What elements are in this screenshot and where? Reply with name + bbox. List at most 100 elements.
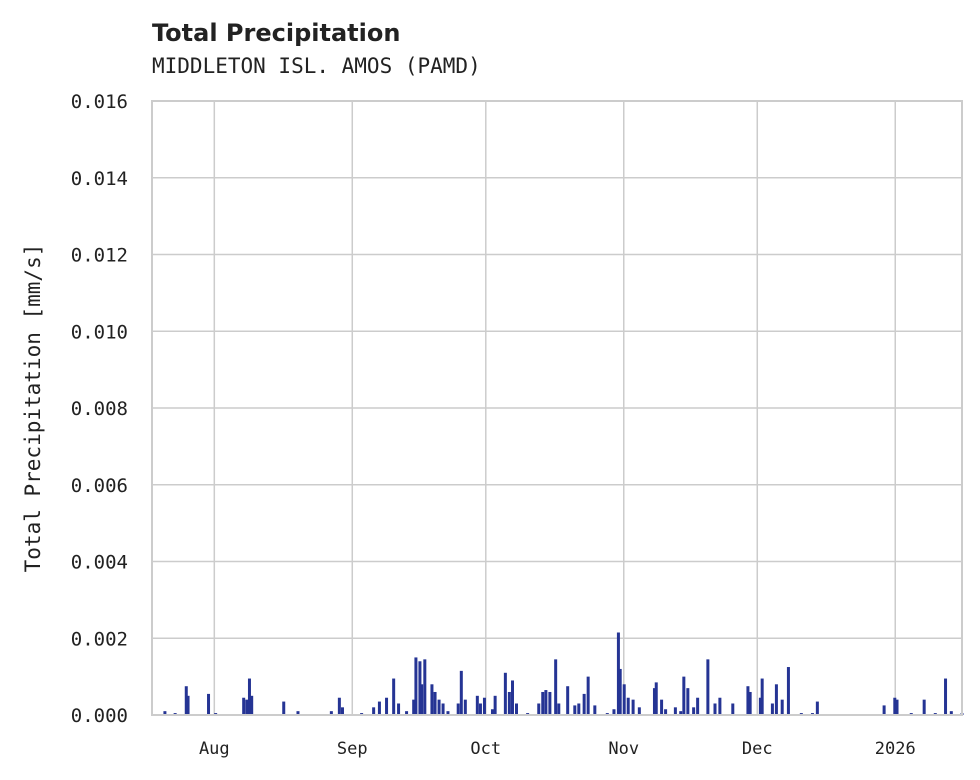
y-tick-label: 0.000 <box>71 705 128 727</box>
precip-bar <box>490 709 494 715</box>
y-tick-label: 0.008 <box>71 398 128 420</box>
precip-bar <box>577 703 581 715</box>
precip-bar <box>786 667 790 715</box>
precip-bar <box>774 684 778 715</box>
precip-bar <box>392 678 396 715</box>
precip-bar <box>631 699 635 715</box>
precip-bar <box>250 695 254 715</box>
precip-bar <box>405 711 409 715</box>
y-tick-label: 0.006 <box>71 475 128 497</box>
precip-bar <box>242 697 246 715</box>
precip-bar <box>612 709 616 715</box>
precip-bar <box>893 697 897 715</box>
precip-bar <box>760 678 764 715</box>
y-ticks: 0.000 0.002 0.004 0.006 0.008 0.010 0.012 0.014… <box>71 91 128 727</box>
precip-bar <box>433 691 437 715</box>
precip-bar <box>186 695 190 715</box>
x-tick-label: 2026 <box>875 739 916 759</box>
precip-bar <box>493 695 497 715</box>
precip-bar <box>423 659 427 715</box>
precip-bar <box>682 676 686 715</box>
precip-bar <box>456 703 460 715</box>
precip-bar <box>397 703 401 715</box>
precip-bar <box>207 693 211 715</box>
precip-bar <box>673 707 677 715</box>
precip-bar <box>586 676 590 715</box>
precip-bar <box>758 697 762 715</box>
precip-bar <box>420 684 424 715</box>
precip-bar <box>377 701 381 715</box>
y-tick-label: 0.010 <box>71 321 128 343</box>
precip-bar <box>746 686 750 715</box>
precip-bar <box>573 705 577 715</box>
precip-bar <box>340 707 344 715</box>
precip-bar <box>459 670 463 715</box>
precip-bar <box>437 699 441 715</box>
precip-bar <box>503 672 507 715</box>
precip-bar <box>282 701 286 715</box>
precip-bar <box>922 699 926 715</box>
precip-bar <box>247 678 251 715</box>
precip-bar <box>184 686 188 715</box>
y-tick-label: 0.014 <box>71 168 128 190</box>
chart-title: Total Precipitation <box>152 19 400 47</box>
precip-bar <box>626 697 630 715</box>
x-tick-label: Oct <box>470 739 501 759</box>
x-tick-label: Dec <box>742 739 773 759</box>
precip-bar <box>686 688 690 715</box>
precip-bar <box>163 711 167 715</box>
precip-bar <box>622 684 626 715</box>
precip-bar <box>593 705 597 715</box>
y-tick-label: 0.002 <box>71 628 128 650</box>
y-axis-label: Total Precipitation [mm/s] <box>21 244 45 573</box>
precip-bar <box>731 703 735 715</box>
precip-bar <box>554 659 558 715</box>
precip-bar <box>718 697 722 715</box>
precip-bar <box>815 701 819 715</box>
precip-bar <box>337 697 341 715</box>
precip-bar <box>418 661 422 715</box>
precip-bar <box>637 707 641 715</box>
precip-bar <box>654 682 658 715</box>
precip-bar <box>566 686 570 715</box>
chart-subtitle: MIDDLETON ISL. AMOS (PAMD) <box>152 54 481 78</box>
y-tick-label: 0.016 <box>71 91 128 113</box>
precip-bar <box>385 697 389 715</box>
gridlines <box>152 100 962 716</box>
precip-bar <box>537 703 541 715</box>
precip-bar <box>780 699 784 715</box>
precip-bar <box>618 668 622 715</box>
precip-bar <box>430 684 434 715</box>
precip-bar <box>679 711 683 715</box>
precip-bar <box>478 703 482 715</box>
precip-bar <box>507 691 511 715</box>
precip-bar <box>882 705 886 715</box>
precip-bar <box>296 711 300 715</box>
precip-bar <box>412 699 416 715</box>
y-tick-label: 0.004 <box>71 552 128 574</box>
x-tick-label: Aug <box>199 739 230 759</box>
y-tick-label: 0.012 <box>71 245 128 267</box>
precip-bar <box>895 699 899 715</box>
precip-bar <box>652 688 656 715</box>
precip-bar <box>515 703 518 715</box>
precip-bar <box>541 691 545 715</box>
data-bars <box>163 632 964 715</box>
plot-frame <box>151 100 963 716</box>
precip-bar <box>944 678 948 715</box>
precip-bar <box>582 693 586 715</box>
precip-bar <box>660 699 664 715</box>
x-ticks: Aug Sep Oct Nov Dec 2026 <box>199 739 916 759</box>
precip-bar <box>713 703 717 715</box>
precip-bar <box>446 711 450 715</box>
precip-bar <box>692 707 696 715</box>
precip-bar <box>770 703 774 715</box>
precip-bar <box>748 691 752 715</box>
x-tick-label: Sep <box>337 739 368 759</box>
precip-bar <box>706 659 710 715</box>
x-tick-label: Nov <box>608 739 639 759</box>
precip-bar <box>510 680 514 715</box>
precip-bar <box>475 695 479 715</box>
precip-bar <box>544 690 548 715</box>
